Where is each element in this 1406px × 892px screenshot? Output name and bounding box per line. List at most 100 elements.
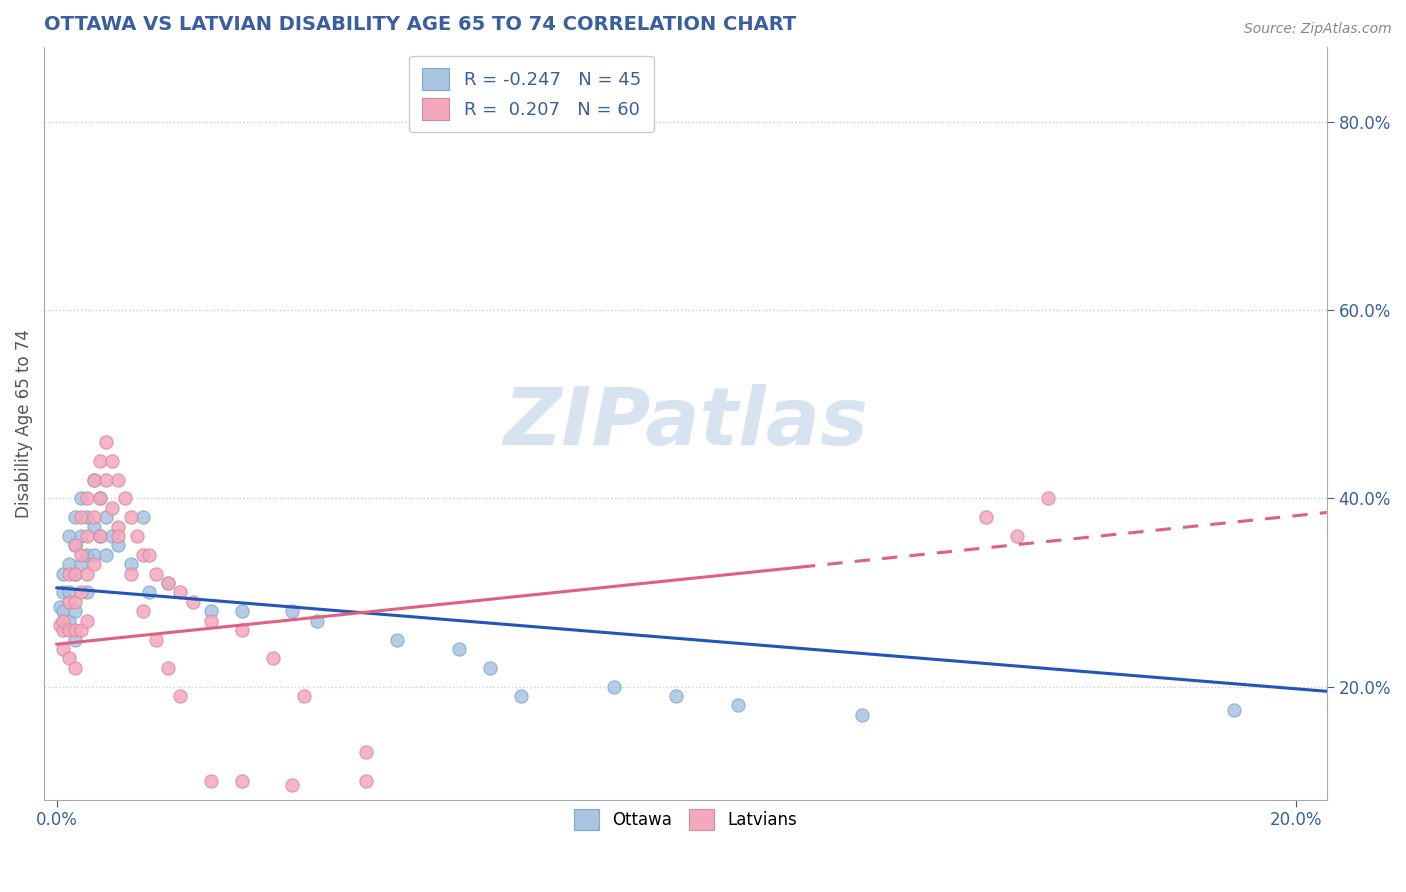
Point (281, 779, 304, 793)
Point (114, 491, 136, 506)
Point (76, 614, 98, 628)
Point (76, 566, 98, 581)
Point (52, 623, 75, 637)
Point (727, 698, 749, 713)
Point (52, 566, 75, 581)
Point (305, 614, 328, 628)
Point (83, 519, 105, 533)
Point (132, 548, 155, 562)
Point (63, 632, 86, 647)
Point (58, 623, 80, 637)
Text: ZIPatlas: ZIPatlas (503, 384, 868, 462)
Point (101, 500, 124, 515)
Point (665, 689, 688, 703)
Point (70, 529, 93, 543)
Point (1222, 703, 1244, 717)
Legend: Ottawa, Latvians: Ottawa, Latvians (567, 803, 804, 837)
Point (231, 773, 253, 788)
Point (89, 454, 111, 468)
Point (58, 614, 80, 628)
Point (70, 491, 93, 506)
Point (145, 632, 167, 647)
Point (200, 614, 222, 628)
Point (181, 595, 204, 609)
Point (120, 566, 142, 581)
Point (125, 529, 148, 543)
Point (70, 558, 93, 572)
Point (94, 473, 117, 487)
Point (52, 585, 75, 599)
Point (262, 651, 284, 665)
Point (63, 604, 86, 618)
Point (974, 510, 997, 524)
Point (48, 618, 70, 632)
Point (356, 773, 378, 788)
Point (58, 651, 80, 665)
Point (70, 585, 93, 599)
Point (157, 661, 180, 675)
Point (1005, 529, 1028, 543)
Point (120, 558, 142, 572)
Point (63, 595, 86, 609)
Point (83, 473, 105, 487)
Point (157, 576, 180, 591)
Point (52, 642, 75, 657)
Point (58, 529, 80, 543)
Point (200, 773, 222, 788)
Point (52, 604, 75, 618)
Point (63, 566, 86, 581)
Point (292, 689, 315, 703)
Y-axis label: Disability Age 65 to 74: Disability Age 65 to 74 (15, 328, 32, 517)
Point (83, 510, 105, 524)
Point (89, 491, 111, 506)
Point (76, 510, 98, 524)
Point (83, 548, 105, 562)
Point (63, 510, 86, 524)
Point (157, 576, 180, 591)
Point (89, 529, 111, 543)
Point (479, 661, 502, 675)
Point (101, 529, 124, 543)
Point (449, 642, 471, 657)
Point (70, 548, 93, 562)
Point (63, 623, 86, 637)
Point (145, 566, 167, 581)
Point (63, 538, 86, 552)
Point (70, 623, 93, 637)
Point (231, 623, 253, 637)
Point (231, 604, 253, 618)
Point (52, 614, 75, 628)
Point (101, 454, 124, 468)
Point (89, 529, 111, 543)
Point (58, 595, 80, 609)
Point (603, 680, 626, 694)
Point (76, 529, 98, 543)
Point (89, 491, 111, 506)
Point (83, 473, 105, 487)
Point (58, 566, 80, 581)
Point (387, 632, 409, 647)
Point (70, 510, 93, 524)
Point (132, 510, 155, 524)
Point (94, 548, 117, 562)
Point (138, 585, 160, 599)
Point (169, 585, 191, 599)
Point (138, 548, 160, 562)
Point (1036, 491, 1059, 506)
Point (120, 510, 142, 524)
Point (76, 548, 98, 562)
Point (76, 585, 98, 599)
Point (83, 558, 105, 572)
Point (107, 473, 129, 487)
Point (58, 558, 80, 572)
Point (169, 689, 191, 703)
Point (94, 434, 117, 449)
Point (200, 604, 222, 618)
Point (107, 529, 129, 543)
Point (356, 746, 378, 760)
Point (48, 599, 70, 614)
Text: OTTAWA VS LATVIAN DISABILITY AGE 65 TO 74 CORRELATION CHART: OTTAWA VS LATVIAN DISABILITY AGE 65 TO 7… (44, 15, 796, 34)
Point (851, 707, 873, 722)
Point (132, 604, 155, 618)
Point (63, 661, 86, 675)
